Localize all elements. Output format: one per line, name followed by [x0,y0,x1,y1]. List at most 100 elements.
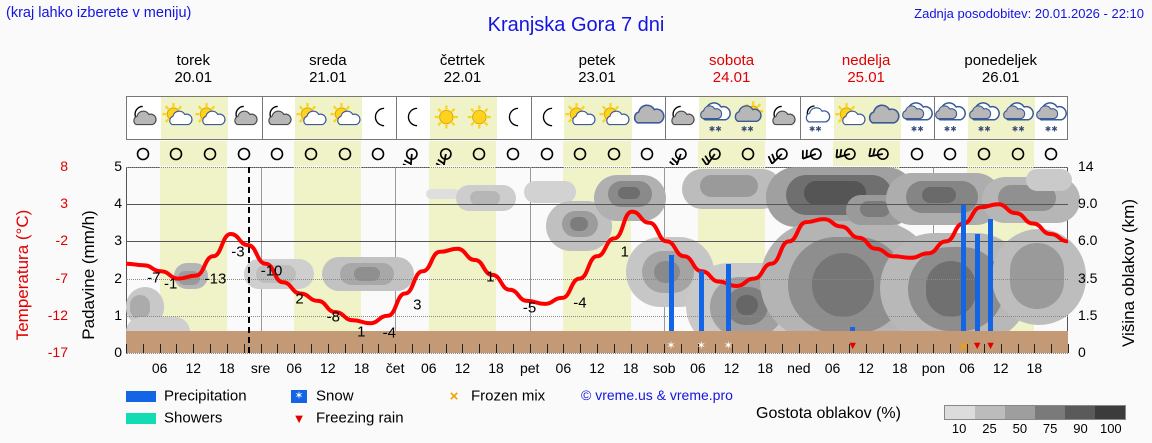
cloud-density-blob [618,187,640,199]
legend-item-precipitation: Precipitation [126,387,247,405]
weather-icon-moon [363,97,397,139]
wind-barb-calm [462,141,496,166]
gridline [126,278,1068,280]
ground-tick [563,344,565,353]
menu-hint-text: (kraj lahko izberete v meniju) [6,5,192,21]
day-header-0: torek 20.01 [126,52,261,86]
x-tick-13: 12 [589,360,605,376]
weather-icon-sun-cloud [194,97,228,139]
precipitation-tick-2: 3 [114,232,122,249]
precipitation-bar [988,219,994,331]
x-tick-19: ned [787,360,811,376]
snow-icon: ✶ [291,389,307,403]
x-tick-12: 06 [555,360,572,376]
x-tick-1: 12 [185,360,202,376]
cloud-cover-step [975,406,1005,419]
wind-barb-calm [261,141,295,166]
last-update-text: Zadnja posodobitev: 20.01.2026 - 22:10 [914,6,1144,21]
x-tick-17: 12 [723,360,740,376]
x-tick-5: 12 [320,360,336,376]
cloud-cover-value-4: 90 [1073,421,1088,436]
weather-icon-sun-snow-cloud: ✱✱ [733,97,767,139]
legend-item-frozen-mix: × Frozen mix [446,387,546,405]
ground-tick [849,344,851,353]
day-separator [934,97,936,139]
day-separator [396,97,398,139]
cloud-height-tick-1: 9.0 [1078,195,1098,212]
cloud-density-blob [922,187,956,203]
temperature-point-label-11: -5 [522,299,537,317]
cloud-cover-colorbar [944,405,1126,420]
ground-tick [411,344,413,353]
day-name: nedelja [841,52,891,69]
day-date: 26.01 [981,69,1020,86]
ground-tick [294,344,296,353]
day-separator [665,97,667,139]
wind-barb-calm [227,141,261,166]
gridline-solid [126,241,1068,243]
ground-tick [664,344,666,353]
cloud-density-blob [812,253,874,317]
cloud-density-blob [700,175,758,197]
wind-barbs-band [126,141,1068,166]
cloud-density-blob [736,295,758,315]
x-tick-25: 12 [992,360,1009,376]
ground-tick [815,344,817,353]
precipitation-tick-5: 0 [114,344,122,360]
temperature-axis-title: Temperatura (°C) [13,209,32,341]
legend-label-snow: Snow [316,387,354,405]
cloud-height-axis: Višina oblakov (km) [1118,168,1140,378]
ground-tick [428,344,430,353]
temperature-point-label-0: -7 [147,269,161,287]
ground-tick [697,344,699,353]
precipitation-bar [698,271,704,331]
ground-tick [496,344,498,353]
legend-item-showers: Showers [126,409,222,427]
ground-tick [260,344,262,353]
ground-tick [210,344,212,353]
weather-icon-moon [531,97,565,139]
cloud-cover-legend-title: Gostota oblakov (%) [756,405,901,422]
cloud-density-blob [130,295,150,319]
forecast-plot: -7-1-13-3-102-81-431-5-41✶✶✶▼×▼▼✶✶✶✶ [126,167,1086,354]
svg-text:✱✱: ✱✱ [978,124,991,133]
cloud-density-blob [654,261,680,283]
ground-tick [731,344,733,353]
wind-barb-calm [126,141,160,166]
cloud-density-blob [524,181,576,203]
frozen-mix-icon: × [449,387,459,405]
precipitation-axis-title: Padavine (mm/h) [79,210,98,340]
legend-label-showers: Showers [164,409,223,427]
day-date: 22.01 [443,69,482,86]
day-name: torek [176,52,210,69]
wind-barb-calm [900,141,934,166]
weather-icon-snow-cloud: ✱✱ [1035,97,1069,139]
cloud-cover-value-0: 10 [951,421,967,436]
svg-text:✱✱: ✱✱ [944,124,957,133]
ground-tick [866,344,868,353]
weather-icons-band: ✱✱ ✱✱ ✱✱ ✱✱ ✱✱ ✱✱ ✱✱ ✱✱ [126,96,1068,140]
cloud-density-blob [1010,243,1064,309]
wind-barb-calm [160,141,194,166]
x-tick-23: pon [921,360,946,376]
freezing-rain-icon: ▼ [292,410,306,426]
cloud-height-tick-5: 0 [1078,344,1086,360]
x-tick-0: 06 [151,360,168,376]
ground-tick [1017,344,1019,353]
copyright-link[interactable]: © vreme.us & vreme.pro [581,387,733,403]
x-tick-2: 18 [219,360,235,376]
precipitation-swatch [126,390,156,402]
ground-tick [681,344,683,353]
cloud-density-blob [426,189,460,199]
temperature-point-label-10: 1 [486,268,495,286]
x-tick-18: 18 [757,360,773,376]
ground-tick [714,344,716,353]
weather-icon-sun-cloud [834,97,868,139]
weather-icon-snow-cloud: ✱✱ [968,97,1002,139]
x-tick-24: 06 [959,360,975,376]
weather-icon-moon-cloud [262,97,296,139]
day-name: ponedeljek [964,52,1037,69]
temperature-tick-4: -12 [47,306,68,323]
day-date: 23.01 [578,69,616,86]
ground-tick [580,344,582,353]
